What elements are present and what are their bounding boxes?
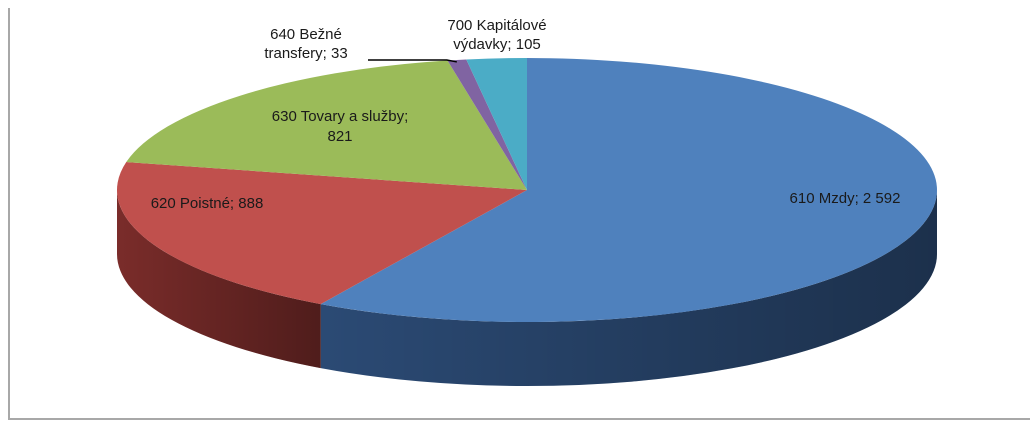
pie-tops [117, 58, 938, 322]
pie-sides [116, 190, 938, 386]
data-label-2: 630 Tovary a služby; 821 [272, 108, 408, 145]
pie-slice-0 [320, 58, 938, 322]
data-label-3-line2: transfery; 33 [264, 45, 347, 62]
pie-slice-4 [466, 58, 527, 190]
pie-slice-2 [126, 60, 527, 191]
data-label-0: 610 Mzdy; 2 592 [790, 190, 901, 207]
pie-side-shade-0 [320, 190, 938, 386]
data-label-2-line1: 630 Tovary a služby; [272, 108, 408, 125]
data-label-0-line1: 610 Mzdy; 2 592 [790, 190, 901, 207]
pie-slice-1 [117, 162, 527, 305]
pie-labels: 610 Mzdy; 2 592 620 Poistné; 888 630 Tovar… [151, 17, 901, 212]
data-label-1: 620 Poistné; 888 [151, 195, 264, 212]
data-label-4: 700 Kapitálové výdavky; 105 [447, 17, 546, 53]
pie-slice-3 [447, 59, 527, 190]
data-label-3: 640 Bežné transfery; 33 [264, 26, 347, 62]
chart-frame [8, 8, 1030, 420]
data-label-3-line1: 640 Bežné [270, 26, 342, 43]
data-label-1-line1: 620 Poistné; 888 [151, 195, 264, 212]
data-label-4-line1: 700 Kapitálové [447, 17, 546, 34]
data-label-2-line2: 821 [327, 128, 352, 145]
data-label-4-line2: výdavky; 105 [453, 36, 541, 53]
leader-line-640 [368, 59, 457, 63]
pie-side-shade-1 [116, 190, 321, 369]
